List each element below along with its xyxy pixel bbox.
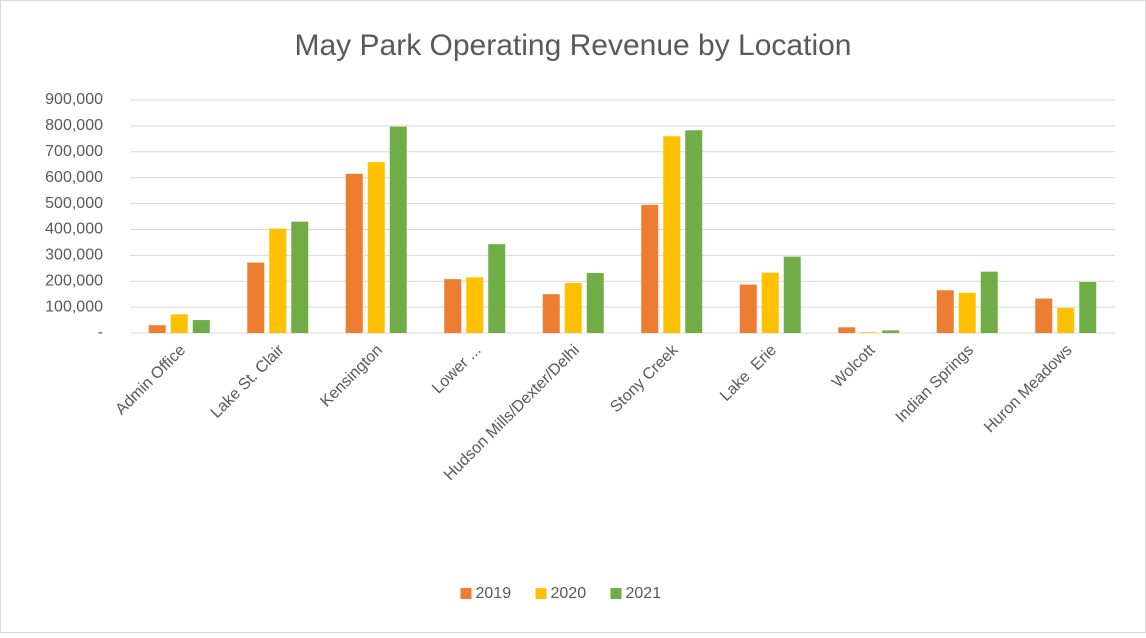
bar xyxy=(1057,307,1075,333)
y-tick-label: 500,000 xyxy=(45,195,103,212)
legend-label: 2020 xyxy=(551,585,587,602)
bar xyxy=(586,272,604,333)
bar xyxy=(345,173,363,333)
bar xyxy=(148,325,166,333)
bar xyxy=(882,330,900,333)
legend-label: 2021 xyxy=(626,585,662,602)
y-tick-label: 600,000 xyxy=(45,169,103,186)
legend-swatch xyxy=(460,588,472,599)
bar xyxy=(1079,281,1097,333)
bar xyxy=(269,228,287,333)
bar xyxy=(367,162,385,333)
y-tick-label: 400,000 xyxy=(45,221,103,238)
bar xyxy=(663,136,681,333)
bar xyxy=(685,130,703,333)
bar xyxy=(291,221,309,333)
bar xyxy=(444,279,462,333)
y-tick-label: - xyxy=(98,324,103,341)
bar xyxy=(761,272,779,333)
legend-label: 2019 xyxy=(476,585,512,602)
bar xyxy=(389,126,407,333)
chart-title: May Park Operating Revenue by Location xyxy=(295,29,852,62)
bar xyxy=(542,294,560,333)
bar xyxy=(641,204,659,333)
y-tick-label: 200,000 xyxy=(45,272,103,289)
bar xyxy=(980,271,998,333)
bar xyxy=(192,320,210,333)
bar xyxy=(739,284,757,333)
y-tick-label: 800,000 xyxy=(45,117,103,134)
bar xyxy=(860,332,878,333)
bar xyxy=(170,314,188,333)
legend-swatch xyxy=(610,588,622,599)
bar xyxy=(488,244,506,333)
bar xyxy=(936,290,954,333)
bar xyxy=(466,277,484,333)
bar xyxy=(958,292,976,333)
bar xyxy=(564,283,582,333)
bar xyxy=(838,327,856,333)
y-tick-label: 100,000 xyxy=(45,298,103,315)
y-tick-label: 900,000 xyxy=(45,91,103,108)
y-tick-label: 300,000 xyxy=(45,247,103,264)
legend-swatch xyxy=(535,588,547,599)
y-tick-label: 700,000 xyxy=(45,143,103,160)
bar xyxy=(1035,298,1053,333)
bar xyxy=(247,262,265,333)
bar xyxy=(783,256,801,333)
